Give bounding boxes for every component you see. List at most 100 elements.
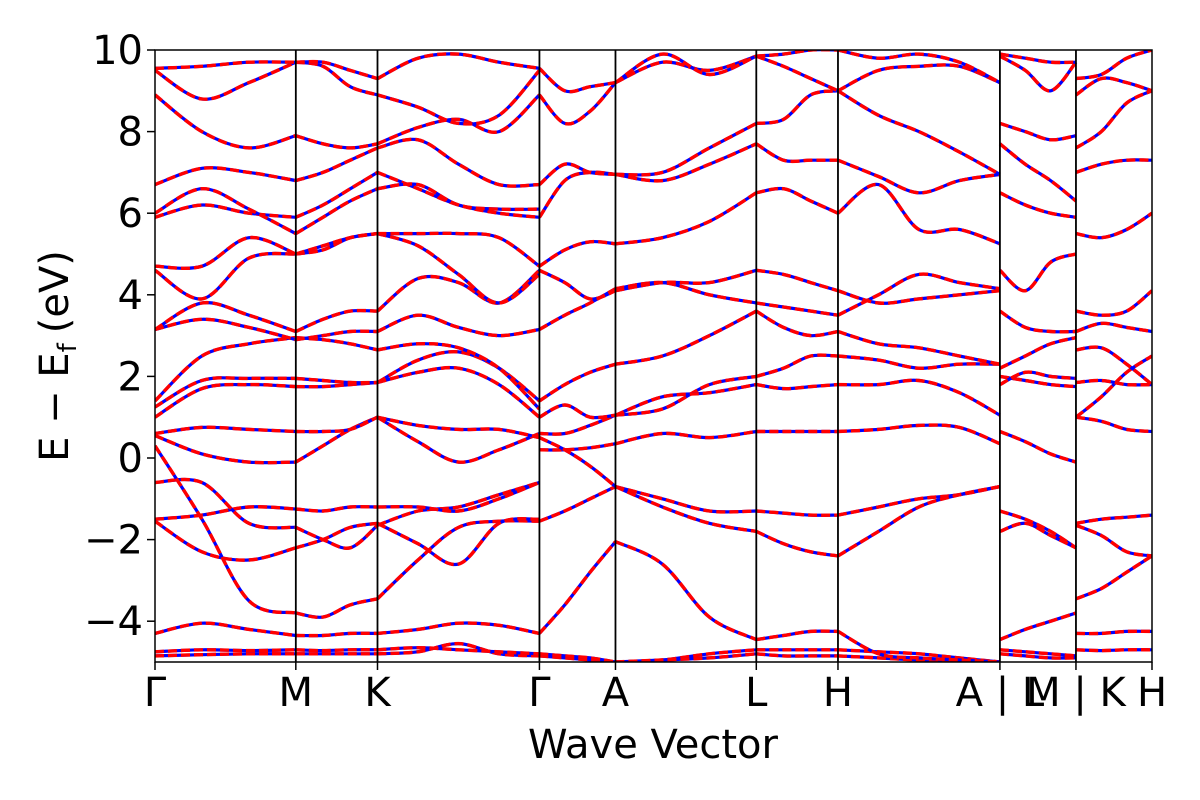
band-line-Γ-M-5: [155, 477, 296, 530]
band-line-L-M-14: [999, 54, 1078, 93]
band-line-M-K-8: [295, 415, 379, 434]
band-line-Γ-M-4: [155, 505, 296, 521]
band-line-L-H-11: [755, 186, 839, 215]
band-line-Γ-M-14-blue: [155, 251, 296, 301]
band-line-K-Γ-21: [376, 52, 540, 81]
band-line-K-H-4: [1075, 523, 1152, 558]
band-line-H-A-8: [837, 329, 1001, 366]
band-line-L-M-5: [999, 429, 1077, 464]
band-line-L-H-6: [755, 353, 839, 379]
x-tick-label-2: K: [364, 670, 392, 716]
band-line-K-H-8-blue: [1075, 345, 1152, 386]
band-line-L-H-1: [756, 652, 838, 658]
band-line-L-M-9-blue: [999, 309, 1077, 334]
band-line-A-L-6: [615, 374, 757, 417]
band-line-H-A-7-blue: [837, 378, 1001, 417]
band-line-Γ-A-4: [539, 442, 616, 452]
band-line-K-H-13: [1075, 89, 1152, 150]
band-line-Γ-A-3: [538, 485, 617, 523]
y-tick-label-1: −2: [84, 518, 143, 564]
band-line-Γ-M-7: [155, 434, 296, 465]
band-line-K-Γ-12: [376, 313, 540, 338]
band-line-M-K-13: [295, 308, 378, 334]
band-line-M-K-17: [294, 187, 379, 236]
band-line-M-K-1: [295, 648, 378, 653]
band-line-L-H-10: [756, 268, 839, 293]
band-line-Γ-M-3: [155, 519, 297, 562]
band-line-K-Γ-1: [377, 645, 540, 656]
band-line-A-L-13-blue: [615, 121, 758, 177]
band-line-K-H-8: [1075, 345, 1152, 386]
band-line-Γ-A-8-blue: [538, 362, 616, 403]
band-line-K-Γ-14: [377, 231, 541, 305]
band-line-L-H-4-blue: [755, 529, 839, 558]
band-line-K-Γ-3-blue: [376, 519, 540, 600]
band-line-A-L-14: [614, 54, 757, 85]
band-line-K-Γ-0: [377, 641, 540, 658]
band-line-M-K-4: [295, 521, 378, 550]
y-tick-label-7: 10: [92, 28, 143, 74]
band-line-A-L-6-blue: [615, 374, 757, 417]
band-line-L-H-14: [755, 54, 839, 93]
band-line-Γ-M-18: [155, 166, 297, 187]
band-line-M-K-18: [295, 146, 379, 183]
band-line-A-L-8-blue: [615, 309, 758, 366]
x-tick-label-6: H: [823, 670, 853, 716]
band-line-Γ-M-21: [155, 60, 296, 71]
band-line-Γ-M-15: [155, 235, 297, 271]
y-tick-label-0: −4: [84, 599, 143, 645]
band-line-H-A-4-blue: [837, 485, 1001, 558]
band-line-K-H-1-blue: [1075, 648, 1152, 653]
band-line-Γ-M-10-blue: [155, 376, 296, 409]
x-tick-label-8: M | K: [1026, 670, 1127, 716]
band-line-K-H-7: [1075, 378, 1152, 387]
band-line-Γ-A-13: [538, 162, 616, 186]
band-line-Γ-M-2: [155, 621, 297, 638]
band-line-Γ-M-13: [155, 300, 297, 334]
band-line-A-L-11-blue: [615, 191, 758, 246]
x-tick-label-1: M: [279, 670, 314, 716]
band-line-K-H-4-blue: [1075, 523, 1152, 558]
band-line-K-H-9: [1075, 321, 1152, 334]
bands-layer: [155, 50, 1152, 662]
x-axis-label: Wave Vector: [528, 722, 779, 768]
band-line-L-M-11-blue: [999, 191, 1077, 219]
band-line-Γ-A-5: [538, 436, 617, 488]
band-line-M-K-2: [295, 631, 378, 638]
band-line-K-Γ-2: [377, 621, 540, 636]
band-line-K-H-2-blue: [1075, 554, 1152, 601]
x-tick-label-5: L: [745, 670, 768, 716]
band-line-Γ-M-12: [155, 317, 297, 342]
band-line-Γ-M-7-blue: [155, 434, 296, 465]
band-line-Γ-M-17: [155, 186, 297, 236]
band-line-L-H-4: [755, 529, 839, 558]
band-line-H-A-7: [837, 378, 1001, 417]
band-line-L-H-13: [756, 89, 839, 126]
band-line-K-Γ-18-blue: [377, 137, 540, 188]
band-line-A-L-3: [615, 484, 757, 514]
band-line-L-M-11: [999, 191, 1077, 219]
y-axis-label-subscript: f: [53, 342, 83, 352]
band-line-K-H-5: [1075, 415, 1152, 434]
band-line-K-Γ-15: [377, 231, 541, 268]
band-line-Γ-A-12-blue: [538, 170, 616, 219]
band-line-Γ-M-0: [155, 652, 296, 658]
band-line-M-K-19: [295, 134, 378, 150]
x-tick-label-4: A: [602, 670, 630, 716]
band-line-L-H-12: [755, 142, 838, 164]
band-line-L-M-15: [999, 52, 1077, 65]
band-line-Γ-A-2: [538, 540, 617, 635]
band-line-H-A-11: [836, 182, 1001, 246]
y-axis-label-main: E − E: [32, 352, 78, 462]
band-line-A-L-9: [615, 280, 757, 305]
y-tick-label-5: 6: [118, 191, 143, 237]
band-line-K-Γ-8: [377, 415, 540, 440]
band-line-Γ-A-6: [539, 413, 617, 436]
band-line-K-Γ-17: [377, 182, 540, 212]
band-line-Γ-A-14: [538, 81, 617, 126]
band-line-L-M-8: [999, 335, 1077, 370]
band-line-Γ-A-10: [538, 268, 617, 301]
band-line-L-M-0: [999, 611, 1077, 642]
